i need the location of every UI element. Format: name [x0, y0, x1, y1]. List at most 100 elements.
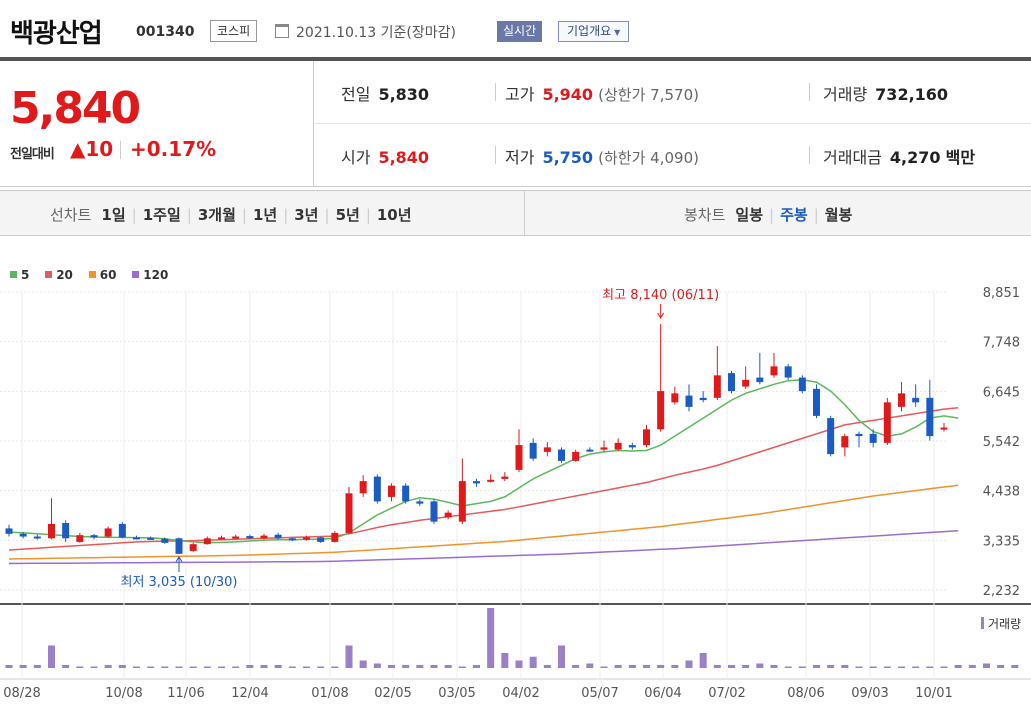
period-10y[interactable]: 10년	[376, 206, 412, 224]
quote-panel: 5,840 전일대비 ▲10 +0.17% 전일 5,830 고가 5,940 (상…	[0, 61, 1031, 187]
volume-bar	[855, 666, 863, 668]
volume-bar	[288, 666, 296, 668]
candle-body	[76, 535, 84, 542]
y-tick-label: 3,335	[983, 534, 1020, 549]
low-label: 저가	[505, 148, 535, 167]
ma120-line	[8, 529, 959, 565]
candle-body	[161, 538, 169, 543]
price-change-pct: +0.17%	[130, 137, 217, 161]
candle-body	[62, 523, 70, 539]
ma60-line	[8, 484, 959, 560]
amount-unit: 백만	[945, 148, 976, 167]
candle-body	[5, 528, 13, 534]
period-1d[interactable]: 1일	[101, 206, 126, 224]
current-price: 5,840	[10, 83, 141, 134]
volume-bar	[968, 665, 976, 668]
period-3m[interactable]: 3개월	[197, 206, 236, 224]
candle-body	[48, 523, 55, 539]
candle-body	[373, 476, 381, 502]
candle-daily[interactable]: 일봉	[735, 206, 764, 224]
candle-body	[586, 449, 594, 452]
x-tick-label: 10/08	[105, 686, 142, 701]
legend-ma5-label: 5	[21, 268, 30, 282]
candle-monthly[interactable]: 월봉	[824, 206, 853, 224]
x-tick-label: 10/01	[915, 686, 952, 701]
period-5y[interactable]: 5년	[335, 206, 360, 224]
period-1y[interactable]: 1년	[252, 206, 278, 224]
volume-bar	[756, 663, 764, 668]
candle-chart-group: 봉차트 일봉 | 주봉 | 월봉	[684, 204, 852, 225]
volume-bar	[699, 653, 707, 668]
volume-bar	[246, 665, 254, 668]
volume-bar	[1011, 665, 1019, 668]
volume-bar	[359, 660, 367, 668]
volume-bar	[189, 666, 197, 668]
amount-label: 거래대금	[823, 148, 882, 167]
candle-body	[813, 388, 820, 416]
candle-body	[331, 532, 339, 542]
volume-value: 732,160	[875, 85, 949, 104]
stock-code: 001340	[136, 24, 195, 40]
volume-bar	[586, 663, 594, 668]
high-value: 5,940	[542, 85, 594, 104]
divider: |	[131, 206, 137, 224]
x-tick-label: 06/04	[644, 686, 681, 701]
x-tick-label: 07/02	[708, 686, 745, 701]
high: 고가 5,940 (상한가 7,570)	[505, 81, 699, 105]
candle-body	[869, 433, 877, 443]
volume-bar	[713, 665, 721, 668]
x-tick-label: 08/06	[787, 686, 824, 701]
candle-body	[628, 445, 636, 448]
low-value: 5,750	[542, 148, 594, 167]
realtime-button[interactable]: 실시간	[497, 21, 543, 42]
candle-body	[458, 481, 466, 522]
volume-bar	[628, 665, 636, 668]
line-chart-group: 선차트 1일 | 1주일 | 3개월 | 1년 | 3년 | 5년 | 10년	[50, 204, 412, 225]
period-1w[interactable]: 1주일	[142, 206, 181, 224]
volume-bar	[430, 665, 438, 668]
volume-bar	[203, 666, 211, 668]
volume-bar	[543, 665, 551, 668]
candle-body	[841, 436, 849, 448]
x-tick-label: 05/07	[581, 686, 618, 701]
candle-body	[90, 535, 98, 538]
volume-bar	[90, 666, 98, 668]
candle-body	[402, 485, 410, 502]
amount-value: 4,270	[889, 148, 941, 167]
volume-bar	[317, 666, 325, 668]
open-label: 시가	[341, 148, 371, 167]
legend-ma60-label: 60	[99, 268, 117, 282]
high-annotation: 최고 8,140 (06/11)	[602, 288, 719, 303]
period-3y[interactable]: 3년	[294, 206, 319, 224]
y-tick-label: 8,851	[983, 286, 1020, 301]
candle-body	[614, 442, 622, 450]
x-tick-label: 01/08	[311, 686, 348, 701]
volume-bar	[416, 665, 424, 668]
candle-body	[685, 395, 693, 407]
low-arrow-head	[175, 555, 183, 563]
volume-bar	[133, 666, 140, 668]
volume-bar	[5, 665, 13, 668]
candle-body	[444, 512, 452, 518]
volume-bar	[104, 665, 112, 668]
candle-body	[218, 537, 225, 540]
legend-ma120: 120	[132, 268, 168, 282]
candle-body	[203, 538, 211, 545]
company-overview-dropdown[interactable]: 기업개요 ▼	[558, 21, 630, 42]
volume-bar	[770, 665, 778, 668]
separator	[809, 146, 810, 164]
candle-body	[246, 536, 254, 539]
candle-body	[756, 377, 764, 383]
volume: 거래량 732,160	[823, 81, 948, 105]
candle-weekly[interactable]: 주봉	[780, 206, 808, 224]
open: 시가 5,840	[341, 144, 429, 168]
prev-compare-label: 전일대비	[10, 147, 55, 162]
volume-bar	[33, 665, 41, 668]
volume-legend-label: 거래량	[988, 617, 1021, 631]
candle-body	[303, 537, 310, 540]
candle-body	[699, 397, 707, 401]
separator	[120, 141, 121, 159]
date-text: 2021.10.13 기준(장마감)	[296, 25, 456, 41]
company-name: 백광산업	[10, 19, 103, 49]
